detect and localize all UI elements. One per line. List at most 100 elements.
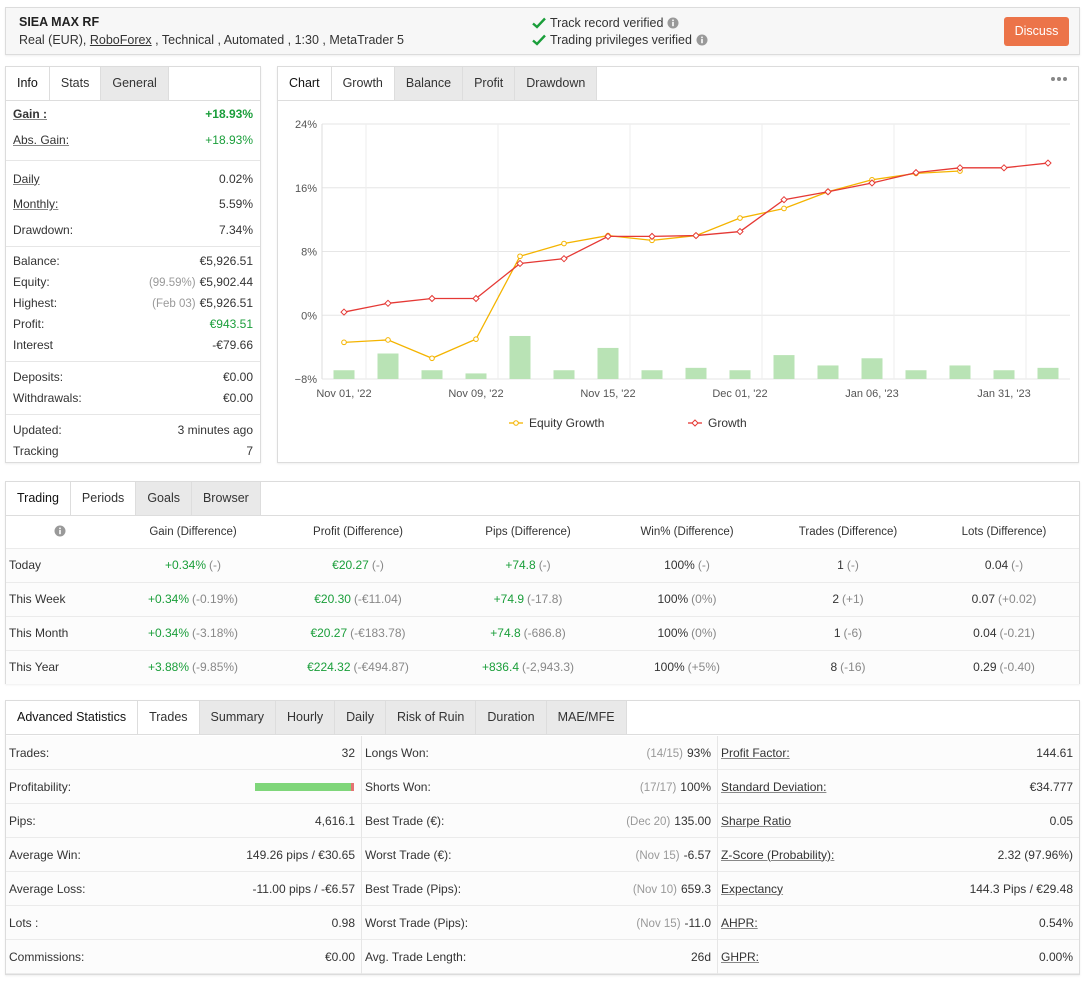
tab[interactable]: Goals	[136, 482, 192, 515]
discuss-button[interactable]: Discuss	[1004, 17, 1069, 46]
legend-marker	[691, 419, 699, 427]
cell-value: 0.29	[973, 660, 997, 674]
tab[interactable]: Profit	[463, 67, 516, 100]
stats-value: 93%	[686, 745, 711, 760]
info-row: Tracking 7	[6, 441, 260, 462]
point	[1044, 159, 1052, 167]
panel-title: Trading	[6, 482, 71, 515]
cell-diff: (+1)	[842, 592, 864, 606]
stats-label: Longs Won:	[365, 745, 429, 760]
stats-value: -11.0	[684, 915, 711, 930]
panel-title: Info	[6, 67, 50, 100]
info-value-group: -€79.66	[212, 338, 253, 352]
info-value: €5,926.51	[199, 254, 253, 268]
table-cell: 2 (+1)	[763, 583, 933, 616]
table-row: This Month +0.34% (-3.18%) €20.27 (-€183.78)…	[6, 616, 1079, 650]
info-value-group: (Feb 03) €5,926.51	[152, 296, 253, 310]
info-label: Abs. Gain:	[13, 133, 70, 147]
tab[interactable]: Stats	[49, 67, 102, 100]
tab[interactable]: Duration	[476, 701, 547, 734]
tab[interactable]: Hourly	[276, 701, 336, 734]
info-value-group: 3 minutes ago	[178, 423, 253, 437]
tab[interactable]: General	[101, 67, 169, 100]
stats-row: Sharpe Ratio 0.05	[718, 804, 1079, 838]
info-label: Drawdown:	[13, 222, 74, 237]
stats-row: Trades: 32	[6, 736, 361, 770]
info-label: Daily	[13, 171, 40, 186]
table-cell: +74.8 (-)	[443, 549, 613, 582]
tab[interactable]: Summary	[199, 701, 277, 734]
info-value: €0.00	[222, 370, 253, 384]
info-value: +18.93%	[205, 133, 253, 147]
tab[interactable]: Trades	[138, 701, 200, 734]
stats-value-group: -11.00 pips / -€6.57	[252, 882, 355, 896]
table-row: Today +0.34% (-) €20.27 (-) +74.8 (-) 100% (-) 1(…	[6, 548, 1079, 582]
stats-value-group: 0.54%	[1039, 916, 1073, 930]
chart-panel: Chart Growth Balance Profit Drawdown −8% 0% 8%…	[277, 66, 1079, 463]
point	[341, 339, 347, 346]
tab[interactable]: Growth	[331, 67, 395, 100]
panel-title: Advanced Statistics	[6, 701, 139, 734]
info-tabs: Info Stats General	[6, 67, 260, 101]
tab-bar: Trading Periods Goals Browser	[6, 482, 1079, 516]
cell-diff: (-0.40)	[999, 660, 1035, 674]
tab[interactable]: Drawdown	[515, 67, 598, 100]
stats-row: Profitability:	[6, 770, 361, 804]
cell-value: 8	[830, 660, 838, 674]
tab[interactable]: Daily	[335, 701, 386, 734]
point	[868, 179, 876, 187]
table-cell: +0.34% (-0.19%)	[108, 583, 278, 616]
x-tick-label: Dec 01, '22	[712, 388, 767, 400]
point	[956, 164, 964, 172]
column-header: Trades (Difference)	[798, 526, 898, 538]
tab[interactable]: Browser	[191, 482, 261, 515]
tab[interactable]: MAE/MFE	[546, 701, 627, 734]
point	[384, 299, 392, 308]
stats-label: Average Win:	[9, 847, 81, 862]
broker-link[interactable]: RoboForex	[89, 33, 152, 47]
stats-note: (Dec 20)	[626, 815, 671, 828]
info-panel: Info Stats General Gain : +18.93% Abs. Gain:…	[5, 66, 261, 463]
stats-value: 144.3 Pips / €29.48	[969, 881, 1073, 896]
cell-diff: (0%)	[691, 626, 717, 640]
stats-row: Best Trade (€): (Dec 20) 135.00	[362, 804, 717, 838]
cell-diff: (-17.8)	[527, 592, 563, 606]
info-label: Tracking	[13, 444, 59, 458]
badge-text: Trading privileges verified	[550, 32, 692, 47]
info-label: Withdrawals:	[13, 391, 82, 405]
row-label: Today	[9, 558, 42, 572]
info-note: (Feb 03)	[152, 298, 196, 310]
x-tick-label: Jan 31, '23	[977, 388, 1030, 400]
stats-label: Lots :	[9, 915, 39, 930]
stats-label: Pips:	[9, 813, 36, 828]
cell-diff: (-0.21)	[999, 626, 1035, 640]
info-value-group: +18.93%	[205, 107, 253, 121]
tab[interactable]: Risk of Ruin	[385, 701, 477, 734]
cell-value: +3.88%	[147, 660, 190, 674]
table-cell: €20.27 (-)	[273, 549, 443, 582]
table-cell: €20.30 (-€11.04)	[273, 583, 443, 616]
stats-row: Average Win: 149.26 pips / €30.65	[6, 838, 361, 872]
legend-marker	[513, 420, 519, 426]
point	[781, 205, 787, 212]
bar	[905, 370, 927, 379]
tab[interactable]: Periods	[70, 482, 137, 515]
stats-row: Commissions: €0.00	[6, 940, 361, 974]
bar	[553, 370, 575, 379]
info-icon	[54, 525, 66, 537]
info-row: Profit: €943.51	[6, 314, 260, 335]
info-value: 7.34%	[218, 222, 253, 237]
info-icon-dot	[701, 36, 703, 38]
info-group: Gain : +18.93% Abs. Gain: +18.93%	[6, 101, 260, 161]
stats-row: Worst Trade (€): (Nov 15) -6.57	[362, 838, 717, 872]
bar	[685, 367, 707, 379]
trading-table: Gain (Difference) Profit (Difference) Pips…	[6, 516, 1079, 684]
table-cell: +836.4 (-2,943.3)	[443, 651, 613, 684]
cell-diff: (-)	[846, 558, 859, 572]
info-label: Highest:	[13, 296, 58, 310]
tab[interactable]: Balance	[394, 67, 464, 100]
more-menu[interactable]	[1050, 76, 1068, 82]
account-header: SIEA MAX RF Real (EUR), RoboForex , Tech…	[5, 7, 1080, 55]
stats-column: Profit Factor: 144.61 Standard Deviation: €…	[718, 736, 1079, 974]
table-cell: 0.04 (-0.21)	[919, 617, 1087, 650]
